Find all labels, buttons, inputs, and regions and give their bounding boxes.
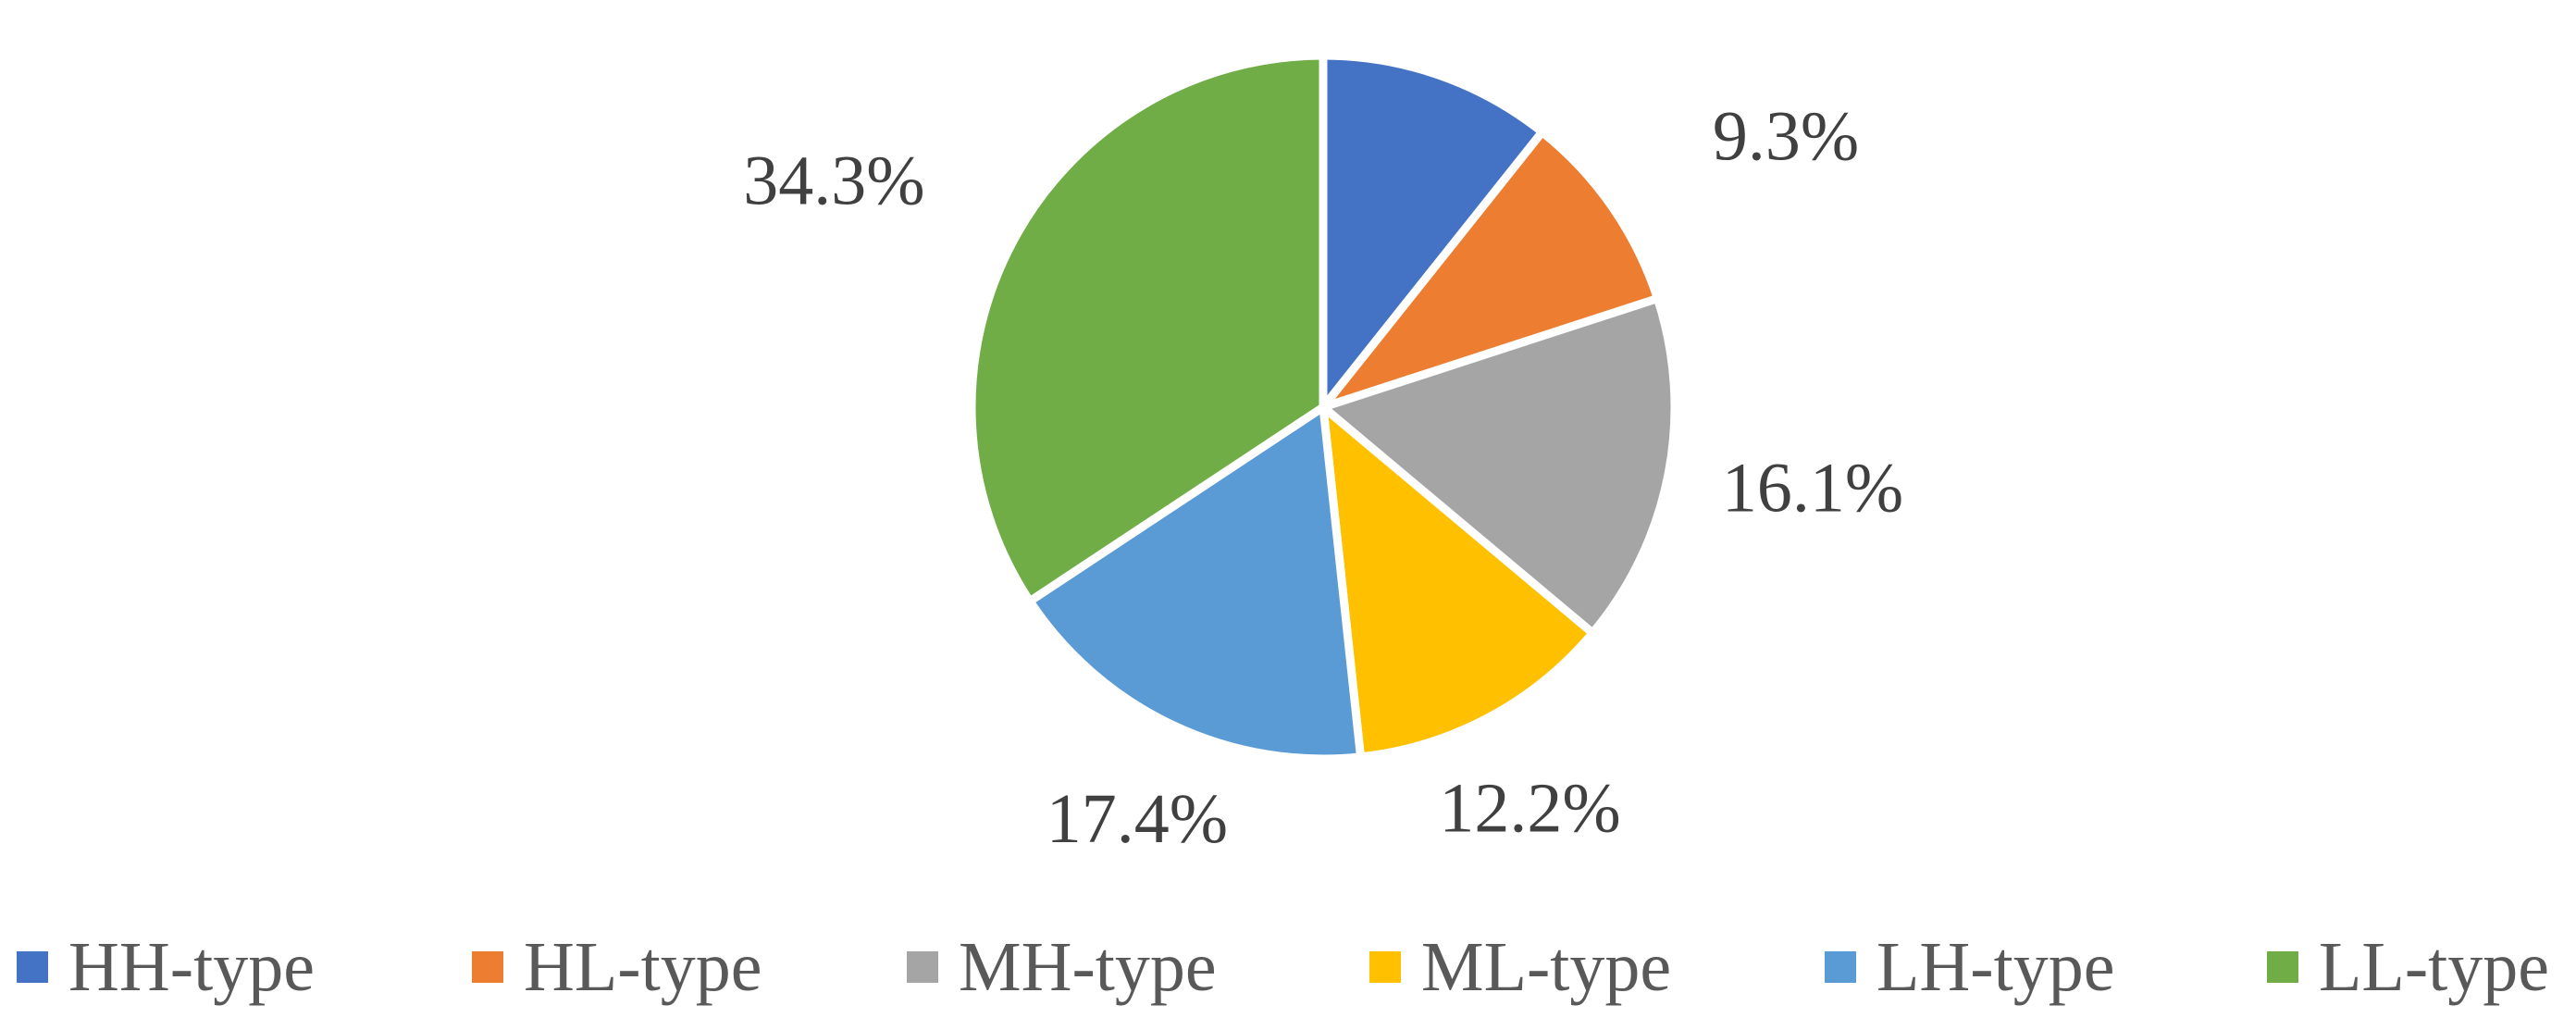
pie-slice-ml-type bbox=[1319, 403, 1597, 762]
data-label-ll-type: 34.3% bbox=[743, 143, 924, 220]
legend-label: LH-type bbox=[1876, 927, 2115, 1006]
pie-slice-hl-type bbox=[1319, 128, 1662, 412]
legend-item-lh-type: LH-type bbox=[1825, 916, 2114, 1018]
pie-slice-ll-type bbox=[967, 51, 1328, 606]
legend-label: ML-type bbox=[1421, 927, 1672, 1006]
data-label-ml-type: 12.2% bbox=[1439, 770, 1620, 848]
pie-slices bbox=[967, 51, 1679, 763]
legend-label: HH-type bbox=[68, 927, 315, 1006]
legend-item-ml-type: ML-type bbox=[1369, 916, 1671, 1018]
legend-swatch bbox=[17, 951, 48, 983]
data-label-hl-type: 9.3% bbox=[1713, 98, 1859, 176]
legend-item-mh-type: MH-type bbox=[907, 916, 1217, 1018]
legend-swatch bbox=[2267, 951, 2298, 983]
pie-slice-lh-type bbox=[1025, 403, 1366, 763]
legend-item-ll-type: LL-type bbox=[2267, 916, 2549, 1018]
legend-label: LL-type bbox=[2319, 927, 2550, 1006]
pie-data-labels: 10.7% 9.3% 16.1% 12.2% 17.4% 34.3% bbox=[743, 0, 1903, 858]
pie-slice-mh-type bbox=[1319, 294, 1679, 638]
legend-swatch bbox=[1825, 951, 1856, 983]
legend-label: HL-type bbox=[524, 927, 762, 1006]
legend-swatch bbox=[907, 951, 938, 983]
data-label-lh-type: 17.4% bbox=[1046, 780, 1228, 858]
pie-slice-hh-type bbox=[1319, 51, 1547, 412]
legend-swatch bbox=[1369, 951, 1401, 983]
legend: HH-type HL-type MH-type ML-type LH-type LL-ty… bbox=[0, 916, 2576, 1018]
legend-item-hh-type: HH-type bbox=[17, 916, 315, 1018]
data-label-mh-type: 16.1% bbox=[1722, 450, 1903, 527]
data-label-hh-type: 10.7% bbox=[1485, 0, 1666, 2]
legend-label: MH-type bbox=[959, 927, 1217, 1006]
legend-swatch bbox=[472, 951, 503, 983]
legend-item-hl-type: HL-type bbox=[472, 916, 762, 1018]
